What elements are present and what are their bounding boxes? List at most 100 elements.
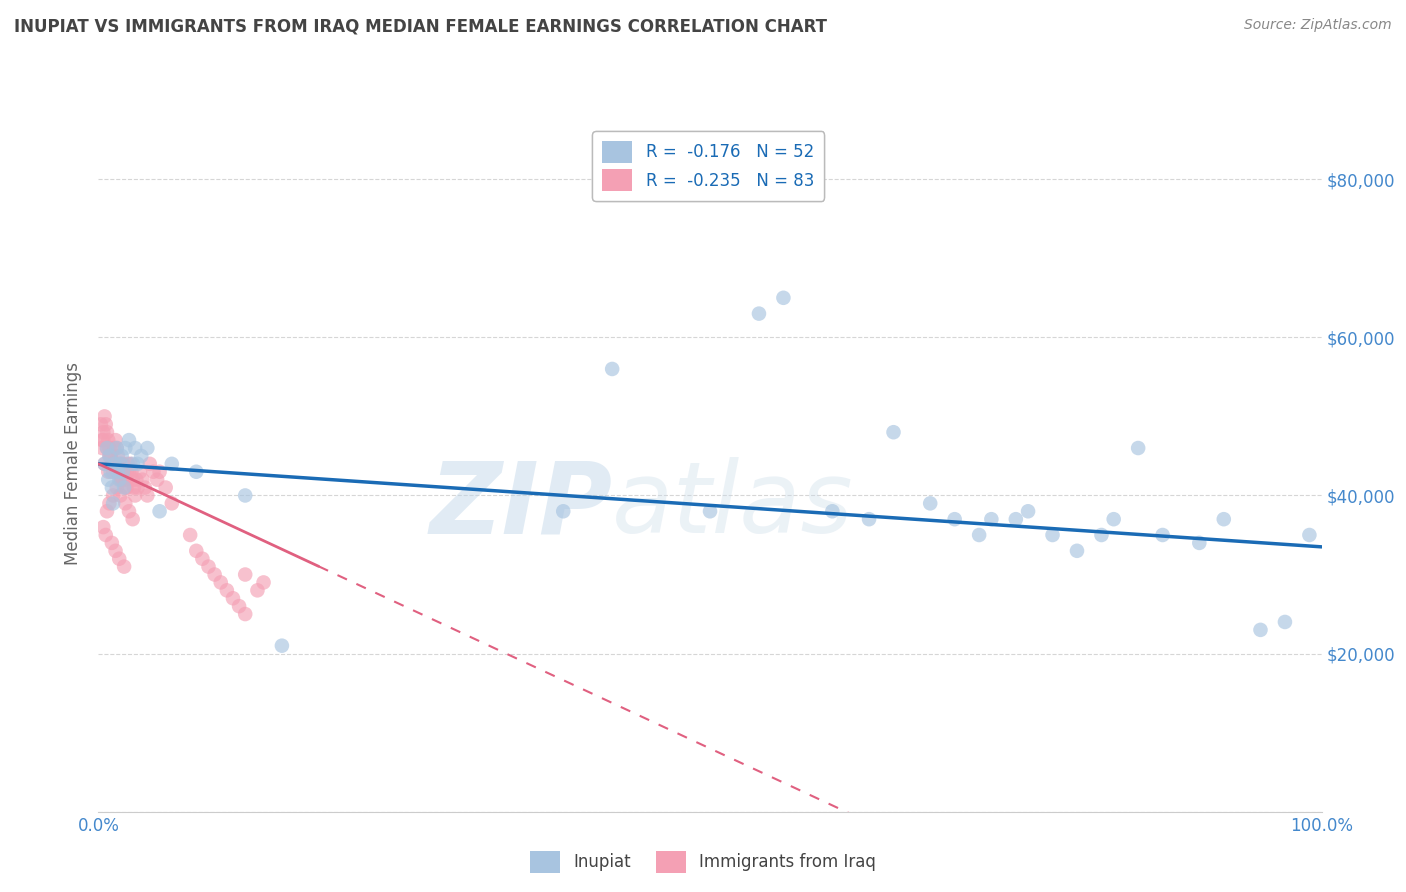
Point	[110, 465, 132, 479]
Point	[103, 457, 125, 471]
Point	[146, 473, 169, 487]
Point	[96, 441, 118, 455]
Point	[91, 441, 114, 455]
Text: atlas: atlas	[612, 457, 853, 554]
Point	[233, 607, 256, 621]
Point	[553, 504, 575, 518]
Point	[114, 441, 136, 455]
Point	[748, 307, 770, 321]
Point	[204, 567, 226, 582]
Point	[124, 488, 146, 502]
Point	[772, 291, 794, 305]
Point	[252, 575, 274, 590]
Point	[127, 457, 149, 471]
Point	[93, 457, 115, 471]
Point	[101, 465, 124, 479]
Point	[100, 449, 122, 463]
Point	[94, 417, 117, 432]
Point	[105, 441, 128, 455]
Point	[233, 567, 256, 582]
Point	[111, 465, 134, 479]
Point	[101, 457, 124, 471]
Point	[114, 481, 136, 495]
Point	[118, 465, 141, 479]
Point	[600, 362, 623, 376]
Point	[114, 473, 136, 487]
Text: Source: ZipAtlas.com: Source: ZipAtlas.com	[1244, 18, 1392, 32]
Point	[91, 433, 114, 447]
Point	[179, 528, 201, 542]
Point	[1090, 528, 1112, 542]
Point	[117, 457, 139, 471]
Point	[270, 639, 294, 653]
Point	[1102, 512, 1125, 526]
Point	[111, 457, 134, 471]
Point	[209, 575, 232, 590]
Point	[111, 449, 134, 463]
Point	[97, 433, 120, 447]
Legend: R =  -0.176   N = 52, R =  -0.235   N = 83: R = -0.176 N = 52, R = -0.235 N = 83	[592, 131, 824, 201]
Point	[98, 441, 121, 455]
Point	[101, 496, 124, 510]
Point	[107, 465, 129, 479]
Point	[108, 457, 131, 471]
Y-axis label: Median Female Earnings: Median Female Earnings	[65, 362, 83, 566]
Point	[101, 488, 124, 502]
Point	[93, 457, 115, 471]
Point	[101, 457, 124, 471]
Point	[197, 559, 219, 574]
Point	[105, 441, 128, 455]
Point	[100, 449, 122, 463]
Point	[98, 449, 121, 463]
Point	[97, 473, 120, 487]
Point	[1042, 528, 1064, 542]
Point	[103, 441, 125, 455]
Point	[90, 417, 112, 432]
Point	[1274, 615, 1296, 629]
Point	[233, 488, 256, 502]
Text: INUPIAT VS IMMIGRANTS FROM IRAQ MEDIAN FEMALE EARNINGS CORRELATION CHART: INUPIAT VS IMMIGRANTS FROM IRAQ MEDIAN F…	[14, 18, 827, 36]
Point	[107, 449, 129, 463]
Point	[94, 528, 117, 542]
Point	[115, 465, 138, 479]
Point	[1128, 441, 1150, 455]
Point	[967, 528, 990, 542]
Point	[129, 465, 152, 479]
Point	[1066, 544, 1088, 558]
Text: ZIP: ZIP	[429, 457, 612, 554]
Point	[160, 496, 183, 510]
Point	[155, 481, 177, 495]
Point	[246, 583, 269, 598]
Point	[125, 473, 148, 487]
Point	[121, 473, 143, 487]
Point	[186, 544, 208, 558]
Point	[1188, 536, 1211, 550]
Point	[1017, 504, 1039, 518]
Point	[96, 441, 118, 455]
Point	[118, 433, 141, 447]
Point	[160, 457, 183, 471]
Point	[112, 559, 135, 574]
Point	[104, 544, 127, 558]
Point	[107, 465, 129, 479]
Point	[105, 465, 128, 479]
Point	[186, 465, 208, 479]
Point	[108, 473, 131, 487]
Point	[1152, 528, 1174, 542]
Point	[228, 599, 250, 614]
Point	[100, 465, 122, 479]
Point	[920, 496, 942, 510]
Point	[1298, 528, 1320, 542]
Point	[139, 457, 162, 471]
Point	[91, 520, 114, 534]
Point	[1212, 512, 1234, 526]
Point	[96, 425, 118, 440]
Point	[96, 504, 118, 518]
Point	[91, 433, 114, 447]
Point	[136, 441, 159, 455]
Point	[104, 433, 127, 447]
Point	[111, 473, 134, 487]
Point	[883, 425, 905, 440]
Point	[112, 481, 135, 495]
Point	[122, 481, 145, 495]
